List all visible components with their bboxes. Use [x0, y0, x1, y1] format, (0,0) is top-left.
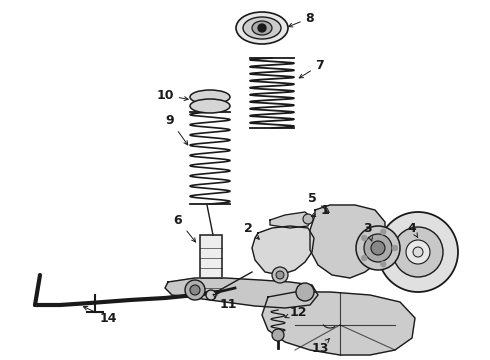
Ellipse shape: [236, 12, 288, 44]
Circle shape: [185, 280, 205, 300]
Text: 6: 6: [173, 213, 196, 242]
Circle shape: [206, 290, 216, 300]
Text: 4: 4: [408, 221, 417, 237]
Circle shape: [362, 256, 367, 261]
Circle shape: [190, 285, 200, 295]
Circle shape: [272, 267, 288, 283]
Text: 3: 3: [364, 221, 372, 241]
Polygon shape: [270, 212, 312, 228]
Text: 11: 11: [213, 294, 237, 311]
Text: 14: 14: [83, 306, 117, 324]
Circle shape: [356, 226, 400, 270]
Circle shape: [381, 262, 386, 267]
Text: 8: 8: [289, 12, 314, 27]
Ellipse shape: [252, 21, 272, 35]
Polygon shape: [252, 226, 314, 275]
Ellipse shape: [243, 17, 281, 39]
Text: 5: 5: [308, 192, 329, 212]
Text: 12: 12: [285, 306, 307, 319]
Circle shape: [406, 240, 430, 264]
Polygon shape: [310, 205, 385, 278]
Text: 13: 13: [311, 338, 329, 355]
Circle shape: [378, 212, 458, 292]
Circle shape: [392, 246, 397, 251]
Circle shape: [296, 283, 314, 301]
Text: 1: 1: [312, 203, 329, 216]
Circle shape: [393, 227, 443, 277]
Bar: [200, 235, 222, 295]
Circle shape: [371, 241, 385, 255]
Ellipse shape: [190, 99, 230, 113]
Ellipse shape: [190, 90, 230, 104]
Text: 10: 10: [156, 89, 188, 102]
Circle shape: [364, 234, 392, 262]
Polygon shape: [262, 292, 415, 355]
Text: 7: 7: [299, 59, 324, 78]
Circle shape: [258, 24, 266, 32]
Text: 2: 2: [244, 221, 259, 239]
Circle shape: [303, 214, 313, 224]
Polygon shape: [165, 278, 318, 308]
Circle shape: [362, 235, 367, 240]
Circle shape: [413, 247, 423, 257]
Circle shape: [276, 271, 284, 279]
Text: 9: 9: [166, 113, 188, 145]
Circle shape: [381, 229, 386, 234]
Circle shape: [272, 329, 284, 341]
